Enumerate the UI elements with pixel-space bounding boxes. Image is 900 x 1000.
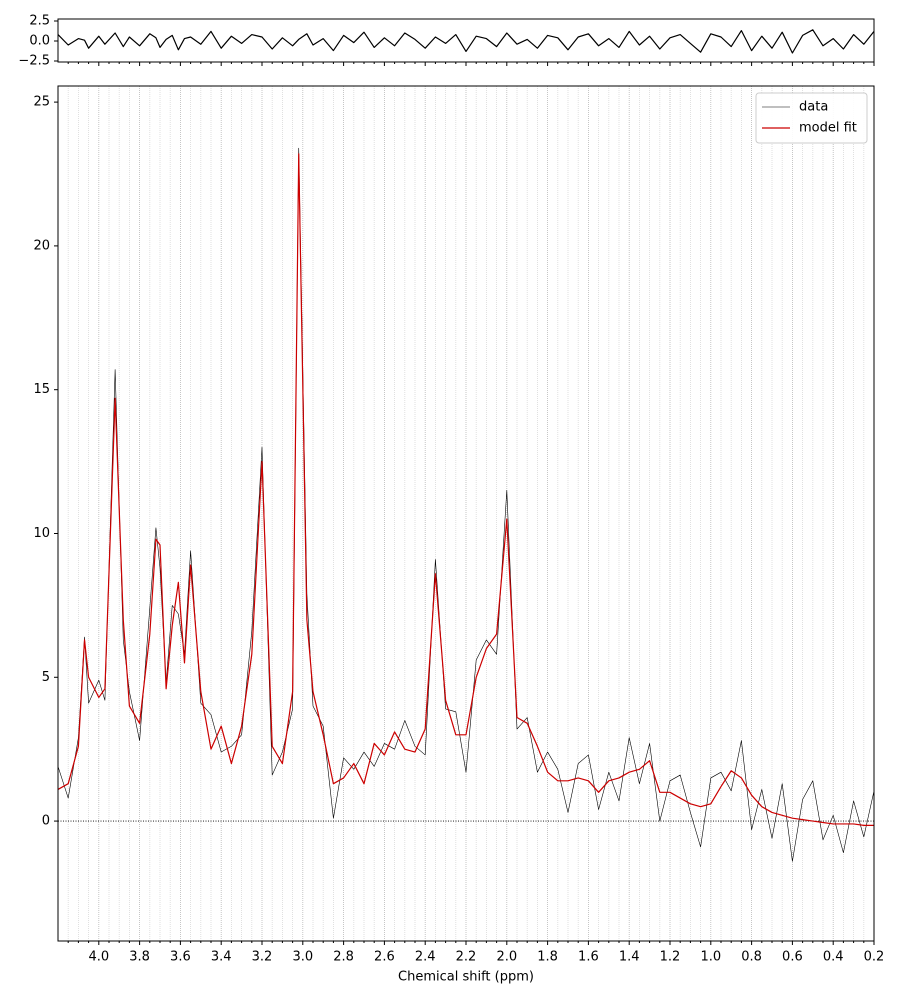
- x-tick-label: 0.6: [782, 950, 803, 965]
- y-tick-label: 25: [33, 95, 50, 110]
- series-line: [57, 153, 874, 826]
- x-tick-label: 0.2: [864, 950, 885, 965]
- y-tick-label: 0: [42, 814, 50, 829]
- y-tick-label: 0.0: [29, 34, 50, 49]
- x-tick-label: 4.0: [88, 950, 109, 965]
- y-tick-label: 15: [33, 382, 50, 397]
- x-tick-label: 1.0: [700, 950, 721, 965]
- y-tick-label: −2.5: [18, 54, 50, 69]
- x-tick-label: 1.6: [578, 950, 599, 965]
- series-line: [57, 29, 875, 54]
- x-tick-label: 3.8: [129, 950, 150, 965]
- x-tick-label: 0.4: [823, 950, 844, 965]
- x-tick-label: 1.4: [619, 950, 640, 965]
- x-tick-label: 2.4: [415, 950, 436, 965]
- series-line: [57, 147, 875, 862]
- plot-frame: [57, 18, 875, 63]
- x-axis-label: Chemical shift (ppm): [398, 970, 534, 985]
- legend-label: data: [799, 100, 828, 115]
- x-tick-label: 3.4: [211, 950, 232, 965]
- x-tick-label: 0.8: [741, 950, 762, 965]
- x-tick-label: 1.2: [660, 950, 681, 965]
- x-tick-label: 1.8: [537, 950, 558, 965]
- x-tick-label: 3.6: [170, 950, 191, 965]
- legend-box: [755, 92, 868, 144]
- y-tick-label: 20: [33, 238, 50, 253]
- x-tick-label: 3.2: [252, 950, 273, 965]
- x-tick-label: 2.0: [496, 950, 517, 965]
- y-tick-label: 10: [33, 526, 50, 541]
- x-tick-label: 2.8: [333, 950, 354, 965]
- x-tick-label: 2.2: [456, 950, 477, 965]
- x-tick-label: 3.0: [292, 950, 313, 965]
- x-tick-label: 2.6: [374, 950, 395, 965]
- legend-label: model fit: [799, 121, 857, 136]
- y-tick-label: 2.5: [29, 14, 50, 29]
- plot-frame: [57, 85, 875, 942]
- y-tick-label: 5: [42, 670, 50, 685]
